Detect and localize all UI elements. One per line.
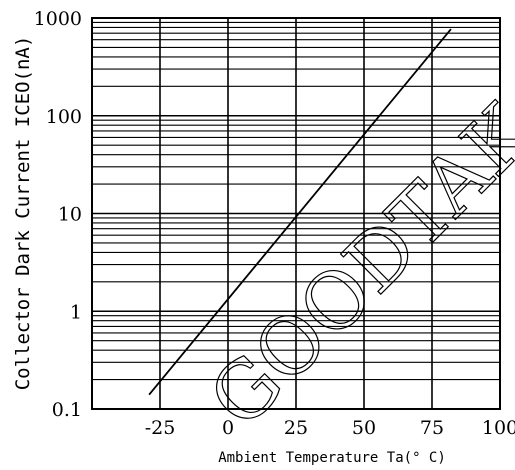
x-axis-title: Ambient Temperature Ta(° C) — [218, 450, 446, 466]
y-tick-label: 0.1 — [52, 399, 82, 421]
x-tick-label: 50 — [352, 417, 376, 439]
x-tick-label: -25 — [145, 417, 176, 439]
y-axis-title: Collector Dark Current ICEO(nA) — [12, 36, 34, 391]
x-tick-label: 0 — [222, 417, 234, 439]
y-tick-label: 10 — [58, 204, 82, 226]
y-tick-label: 1000 — [34, 8, 82, 30]
x-tick-label: 100 — [482, 417, 515, 439]
series-line — [148, 28, 452, 396]
y-tick-labels: 0.1 1 10 100 1000 — [34, 8, 82, 421]
x-tick-label: 75 — [420, 417, 444, 439]
x-tick-label: 25 — [284, 417, 308, 439]
y-tick-label: 1 — [70, 301, 82, 323]
grid — [91, 18, 501, 410]
x-tick-labels: -25 0 25 50 75 100 — [145, 417, 515, 439]
series — [148, 28, 452, 396]
y-tick-label: 100 — [46, 106, 82, 128]
plot-frame — [91, 17, 501, 410]
watermark: GOODTAK — [193, 87, 515, 445]
